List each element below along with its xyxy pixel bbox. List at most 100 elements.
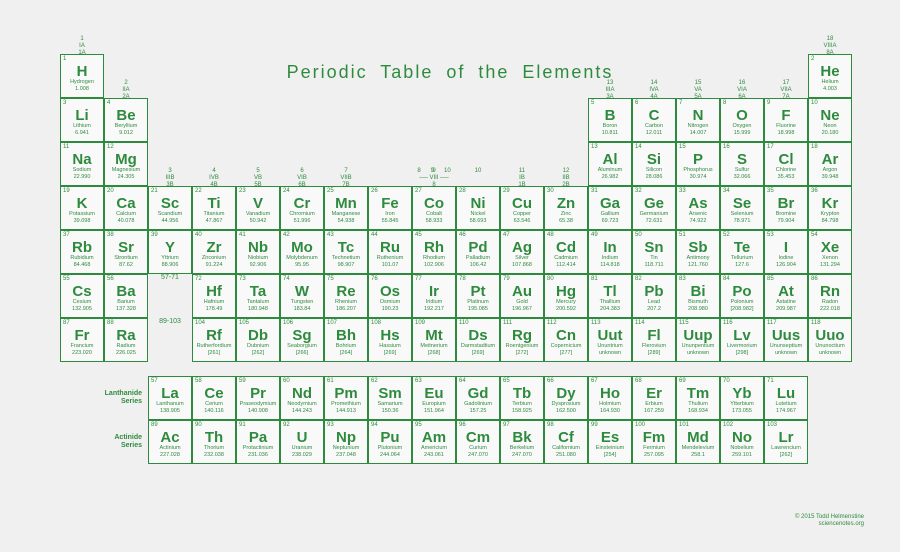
element-He: 2HeHelium4.003 [808,54,852,98]
element-Os: 76OsOsmium190.23 [368,274,412,318]
element-S: 16SSulfur32.066 [720,142,764,186]
element-Sm: 62SmSamarium150.36 [368,376,412,420]
element-Sg: 106SgSeaborgium[266] [280,318,324,362]
element-Se: 34SeSelenium78.971 [720,186,764,230]
element-Ta: 73TaTantalum180.948 [236,274,280,318]
element-In: 49InIndium114.818 [588,230,632,274]
element-Ce: 58CeCerium140.116 [192,376,236,420]
element-Co: 27CoCobalt58.933 [412,186,456,230]
element-Tc: 43TcTechnetium98.907 [324,230,368,274]
element-Np: 93NpNeptunium237.048 [324,420,368,464]
element-Lr: 103LrLawrencium[262] [764,420,808,464]
element-Gd: 64GdGadolinium157.25 [456,376,500,420]
element-Pd: 46PdPalladium106.42 [456,230,500,274]
act-series-label: ActinideSeries [92,434,142,451]
element-Md: 101MdMendelevium258.1 [676,420,720,464]
element-Ni: 28NiNickel58.693 [456,186,500,230]
element-Uut: 113UutUnuntriumunknown [588,318,632,362]
element-P: 15PPhosphorus30.974 [676,142,720,186]
element-Pt: 78PtPlatinum195.085 [456,274,500,318]
element-V: 23VVanadium50.942 [236,186,280,230]
element-Ac: 89AcActinium227.028 [148,420,192,464]
element-Br: 35BrBromine79.904 [764,186,808,230]
element-O: 8OOxygen15.999 [720,98,764,142]
element-B: 5BBoron10.811 [588,98,632,142]
element-Ir: 77IrIridium192.217 [412,274,456,318]
lanth-series-label: LanthanideSeries [92,390,142,407]
element-Li: 3LiLithium6.941 [60,98,104,142]
element-Rb: 37RbRubidium84.468 [60,230,104,274]
element-Mn: 25MnManganese54.938 [324,186,368,230]
element-Re: 75ReRhenium186.207 [324,274,368,318]
element-Fl: 114FlFlerovium[289] [632,318,676,362]
element-Lu: 71LuLutetium174.967 [764,376,808,420]
element-Si: 14SiSilicon28.086 [632,142,676,186]
element-W: 74WTungsten183.84 [280,274,324,318]
element-Tm: 69TmThulium168.934 [676,376,720,420]
element-Nb: 41NbNiobium92.906 [236,230,280,274]
element-Bk: 97BkBerkelium247.070 [500,420,544,464]
element-Th: 90ThThorium232.038 [192,420,236,464]
element-Db: 105DbDubnium[262] [236,318,280,362]
element-Ho: 67HoHolmium164.930 [588,376,632,420]
element-At: 85AtAstatine209.987 [764,274,808,318]
page-title: Periodic Table of the Elements [287,62,614,83]
element-Cf: 98CfCalifornium251.080 [544,420,588,464]
element-Pr: 59PrPraseodymium140.908 [236,376,280,420]
element-Ca: 20CaCalcium40.078 [104,186,148,230]
element-Hs: 108HsHassium[269] [368,318,412,362]
element-Pb: 82PbLead207.2 [632,274,676,318]
element-Uuo: 118UuoUnunoctiumunknown [808,318,852,362]
element-Na: 11NaSodium22.990 [60,142,104,186]
element-Ne: 10NeNeon20.180 [808,98,852,142]
element-Cd: 48CdCadmium112.414 [544,230,588,274]
element-Ga: 31GaGallium69.723 [588,186,632,230]
element-Sn: 50SnTin118.711 [632,230,676,274]
element-Bh: 107BhBohrium[264] [324,318,368,362]
element-Te: 52TeTellurium127.6 [720,230,764,274]
element-No: 102NoNobelium259.101 [720,420,764,464]
element-Uus: 117UusUnunseptiumunknown [764,318,808,362]
element-Ti: 22TiTitanium47.867 [192,186,236,230]
element-Ag: 47AgSilver107.868 [500,230,544,274]
element-Bi: 83BiBismuth208.980 [676,274,720,318]
element-Es: 99EsEinsteinium[254] [588,420,632,464]
element-Rg: 111RgRoentgenium[272] [500,318,544,362]
element-Nd: 60NdNeodymium144.243 [280,376,324,420]
element-Xe: 54XeXenon131.294 [808,230,852,274]
element-Cr: 24CrChromium51.996 [280,186,324,230]
element-Rh: 45RhRhodium102.906 [412,230,456,274]
element-Cn: 112CnCopernicium[277] [544,318,588,362]
element-Au: 79AuGold196.967 [500,274,544,318]
element-Ra: 88RaRadium226.025 [104,318,148,362]
element-Dy: 66DyDysprosium162.500 [544,376,588,420]
element-Mt: 109MtMeitnerium[268] [412,318,456,362]
element-As: 33AsArsenic74.922 [676,186,720,230]
group-header-9: 9 [412,168,456,175]
element-Sc: 21ScScandium44.956 [148,186,192,230]
element-Rn: 86RnRadon222.018 [808,274,852,318]
element-Fe: 26FeIron55.845 [368,186,412,230]
element-Pm: 61PmPromethium144.913 [324,376,368,420]
element-Ds: 110DsDarmstadtium[269] [456,318,500,362]
element-Al: 13AlAluminum26.982 [588,142,632,186]
element-Ru: 44RuRuthenium101.07 [368,230,412,274]
element-Ar: 18ArArgon39.948 [808,142,852,186]
copyright-footer: © 2015 Todd Helmenstinesciencenotes.org [795,514,864,528]
element-I: 53IIodine126.904 [764,230,808,274]
element-Sr: 38SrStrontium87.62 [104,230,148,274]
element-Pa: 91PaProtactinium231.036 [236,420,280,464]
element-Hf: 72HfHafnium178.49 [192,274,236,318]
element-F: 9FFluorine18.998 [764,98,808,142]
element-Zn: 30ZnZinc65.38 [544,186,588,230]
range-89-103: 89-103 [148,318,192,325]
element-Cm: 96CmCurium247.070 [456,420,500,464]
element-Sb: 51SbAntimony121.760 [676,230,720,274]
range-57-71: 57-71 [148,274,192,281]
element-H: 1HHydrogen1.008 [60,54,104,98]
element-Mo: 42MoMolybdenum95.95 [280,230,324,274]
group-header-10: 10 [456,168,500,175]
element-Fr: 87FrFrancium223.020 [60,318,104,362]
element-Cu: 29CuCopper63.546 [500,186,544,230]
element-C: 6CCarbon12.011 [632,98,676,142]
